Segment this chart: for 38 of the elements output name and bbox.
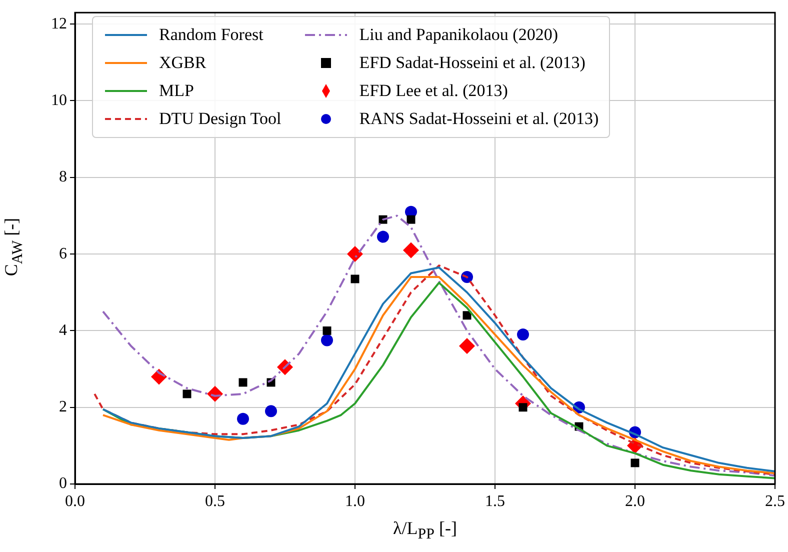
- y-tick-label: 0: [59, 475, 67, 492]
- point: [321, 334, 333, 346]
- x-tick-label: 2.5: [765, 492, 785, 510]
- x-tick-label: 2.0: [625, 492, 645, 510]
- y-tick-label: 8: [59, 168, 67, 186]
- point: [182, 390, 192, 398]
- x-tick-label: 0.0: [65, 492, 85, 510]
- point: [347, 246, 363, 262]
- point: [322, 326, 332, 335]
- point: [238, 378, 248, 387]
- legend-label: MLP: [159, 81, 194, 101]
- legend-label: XGBR: [159, 53, 206, 73]
- point: [377, 230, 389, 243]
- y-tick-label: 4: [59, 322, 67, 339]
- legend-label: EFD Sadat-Hosseini et al. (2013): [359, 53, 586, 73]
- legend-label: DTU Design Tool: [159, 109, 282, 129]
- point: [630, 458, 640, 468]
- point: [265, 405, 277, 418]
- point: [518, 403, 528, 412]
- x-tick-label: 0.5: [205, 492, 225, 510]
- line-series: [102, 214, 775, 477]
- x-tick-label: 1.5: [485, 492, 505, 510]
- y-tick-label: 2: [59, 398, 67, 416]
- legend-label: Random Forest: [159, 25, 264, 45]
- point: [517, 328, 529, 341]
- legend-label: EFD Lee et al. (2013): [359, 81, 508, 101]
- y-tick-label: 10: [51, 92, 67, 109]
- y-tick-label: 6: [59, 245, 67, 262]
- point: [403, 242, 419, 258]
- point: [459, 338, 475, 354]
- y-tick-label: 12: [51, 15, 67, 32]
- point: [237, 412, 249, 425]
- x-axis-title: λ/L$_{PP}$ [-]: [392, 518, 458, 544]
- legend-label: RANS Sadat-Hosseini et al. (2013): [359, 109, 599, 129]
- legend-label: Liu and Papanikolaou (2020): [359, 25, 558, 45]
- point: [350, 274, 360, 284]
- x-tick-label: 1.0: [345, 492, 365, 510]
- point: [406, 215, 416, 224]
